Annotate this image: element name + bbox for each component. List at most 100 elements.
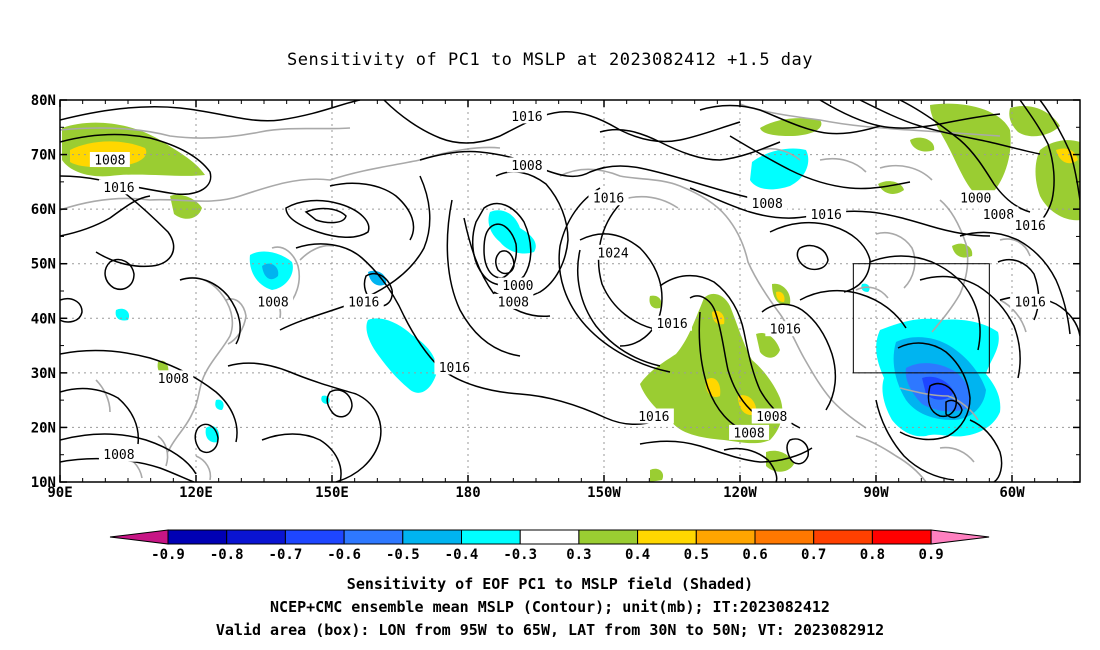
colorbar-swatch bbox=[226, 529, 286, 545]
colorbar-swatch bbox=[578, 529, 639, 545]
contour-label-bg bbox=[253, 293, 294, 309]
caption-valid-area: Valid area (box): LON from 95W to 65W, L… bbox=[215, 621, 885, 639]
positive-area bbox=[756, 332, 780, 358]
contour-label: 1008 bbox=[94, 154, 125, 169]
lon-label: 60W bbox=[999, 485, 1025, 501]
colorbar-label: 0.9 bbox=[918, 547, 943, 563]
contour-label-bg bbox=[497, 277, 538, 293]
contour-label-bg bbox=[955, 190, 996, 206]
colorbar: -0.9 -0.8 -0.7 -0.6 -0.5 -0.4 -0.3 0.3 0.4 0.5 0.6… bbox=[109, 529, 990, 563]
lat-label: 30N bbox=[31, 366, 56, 382]
contour-label-bg bbox=[493, 293, 534, 309]
contour-label: 1008 bbox=[752, 197, 783, 212]
negative-area bbox=[750, 148, 809, 190]
contour-label-bg bbox=[153, 370, 194, 386]
contour-label: 1008 bbox=[498, 295, 529, 310]
contour-label: 1016 bbox=[1014, 219, 1045, 234]
lon-label: 90E bbox=[47, 485, 72, 501]
colorbar-label: -0.5 bbox=[386, 547, 420, 563]
contour-label: 1016 bbox=[810, 208, 841, 223]
negative-area-core bbox=[262, 263, 279, 280]
contour-label: 1016 bbox=[348, 295, 379, 310]
contour-label-bg bbox=[729, 424, 770, 440]
colorbar-label: 0.5 bbox=[684, 547, 709, 563]
contour-label-bg bbox=[506, 108, 547, 124]
negative-area bbox=[366, 318, 437, 393]
colorbar-label: -0.6 bbox=[327, 547, 361, 563]
contour-label-bg bbox=[765, 321, 806, 337]
colorbar-low-arrow bbox=[109, 529, 169, 545]
contour-label: 1016 bbox=[656, 317, 687, 332]
colorbar-label: 0.6 bbox=[742, 547, 767, 563]
positive-area-core bbox=[776, 291, 785, 302]
colorbar-high-arrow bbox=[930, 529, 990, 545]
lat-label: 10N bbox=[31, 475, 56, 491]
contour-label: 1016 bbox=[439, 361, 470, 376]
contour-label-bg bbox=[747, 195, 788, 211]
colorbar-swatch bbox=[695, 529, 756, 545]
negative-area bbox=[115, 308, 130, 321]
contour-label-bg bbox=[506, 157, 547, 173]
lat-label: 70N bbox=[31, 148, 56, 164]
contour-label: 1024 bbox=[597, 246, 628, 261]
colorbar-swatch bbox=[519, 529, 580, 545]
contour-label: 1016 bbox=[103, 181, 134, 196]
lon-label: 150E bbox=[315, 485, 349, 501]
contour-label-bg bbox=[98, 179, 139, 195]
positive-area bbox=[649, 295, 662, 309]
positive-area bbox=[910, 137, 935, 152]
lon-label: 120W bbox=[723, 485, 757, 501]
colorbar-label: -0.8 bbox=[210, 547, 244, 563]
colorbar-label: 0.7 bbox=[801, 547, 826, 563]
caption-contour: NCEP+CMC ensemble mean MSLP (Contour); u… bbox=[270, 598, 830, 616]
contour-label-bg bbox=[588, 190, 629, 206]
colorbar-label: 0.4 bbox=[625, 547, 650, 563]
colorbar-swatch bbox=[637, 529, 697, 545]
contour-label-bg bbox=[652, 315, 692, 331]
colorbar-label: -0.4 bbox=[445, 547, 479, 563]
contour-label: 1008 bbox=[756, 410, 787, 425]
colorbar-swatch bbox=[284, 529, 345, 545]
contour-label-bg bbox=[343, 293, 384, 309]
shaded-sensitivity-fields bbox=[62, 103, 1080, 482]
colorbar-swatch bbox=[343, 529, 404, 545]
lon-label: 150W bbox=[587, 485, 621, 501]
positive-area bbox=[930, 103, 1011, 200]
lon-label: 180 bbox=[455, 485, 480, 501]
lon-label: 120E bbox=[179, 485, 213, 501]
caption-shaded: Sensitivity of EOF PC1 to MSLP field (Sh… bbox=[346, 575, 754, 593]
contour-label: 1016 bbox=[770, 323, 801, 338]
colorbar-label: -0.7 bbox=[269, 547, 303, 563]
contour-label-bg bbox=[751, 408, 792, 424]
contour-label-bg bbox=[593, 244, 634, 260]
contour-label-bg bbox=[1010, 293, 1051, 309]
mslp-contours bbox=[60, 100, 1080, 482]
lat-label: 80N bbox=[31, 93, 56, 109]
contour-label: 1016 bbox=[593, 192, 624, 207]
contour-label-bg bbox=[1010, 217, 1051, 233]
contour-label: 1008 bbox=[983, 208, 1014, 223]
lat-label: 50N bbox=[31, 257, 56, 273]
positive-area bbox=[760, 118, 822, 136]
contour-label: 1016 bbox=[638, 410, 669, 425]
positive-area-core bbox=[712, 310, 725, 325]
negative-area bbox=[488, 210, 536, 254]
positive-area bbox=[952, 243, 973, 258]
lat-label: 60N bbox=[31, 202, 56, 218]
negative-area bbox=[215, 399, 224, 410]
colorbar-label: -0.9 bbox=[151, 547, 185, 563]
contour-label-bg bbox=[98, 446, 139, 462]
contour-label-bg bbox=[978, 206, 1019, 222]
colorbar-label: 0.3 bbox=[566, 547, 591, 563]
contour-label: 1016 bbox=[1014, 295, 1045, 310]
contour-label: 1000 bbox=[960, 192, 991, 207]
contour-label-bg bbox=[89, 152, 130, 168]
positive-area bbox=[170, 194, 202, 219]
valid-area-box bbox=[852, 263, 990, 374]
colorbar-label: -0.3 bbox=[503, 547, 537, 563]
contour-label-bg bbox=[633, 408, 674, 424]
colorbar-swatch bbox=[813, 529, 873, 545]
